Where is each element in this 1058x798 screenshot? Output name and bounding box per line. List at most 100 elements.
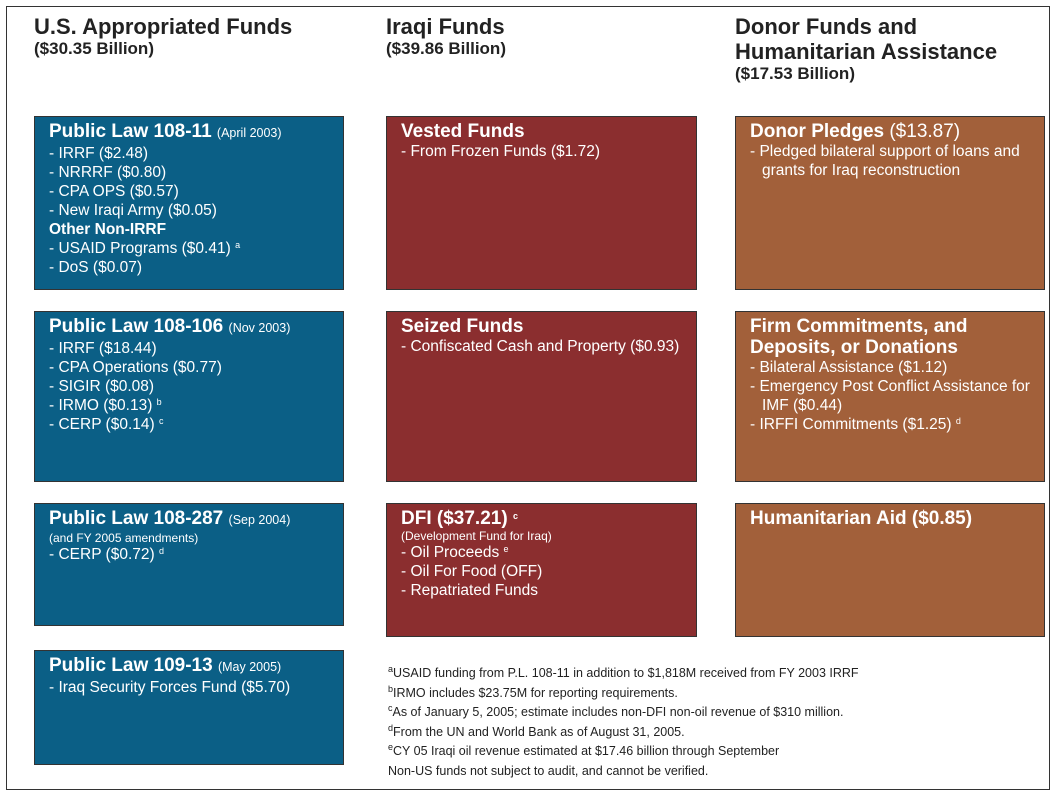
box-title-text: Public Law 108-106: [49, 316, 224, 337]
footnote-ref: c: [512, 511, 518, 521]
column-header: U.S. Appropriated Funds ($30.35 Billion): [34, 14, 374, 59]
footnote-ref: b: [156, 397, 162, 407]
line-text: - IRMO ($0.13): [49, 397, 153, 414]
footnote-ref: d: [158, 546, 164, 556]
fund-box: Vested Funds - From Frozen Funds ($1.72): [386, 116, 697, 290]
line-heading: Other Non-IRRF: [49, 221, 167, 238]
column-title: Donor Funds and Humanitarian Assistance: [735, 14, 998, 64]
line-item: - Pledged bilateral support of loans and…: [750, 142, 1032, 180]
box-title-text: Seized Funds: [401, 316, 524, 337]
line-item: - NRRRF ($0.80): [49, 163, 331, 182]
line-text: - New Iraqi Army ($0.05): [49, 202, 217, 219]
line-item: - Iraq Security Forces Fund ($5.70): [49, 678, 331, 697]
fund-box: Donor Pledges ($13.87) - Pledged bilatera…: [735, 116, 1045, 290]
fund-box: Public Law 108-11 (April 2003) - IRRF ($2…: [34, 116, 344, 290]
line-text: - USAID Programs ($0.41): [49, 240, 231, 257]
fund-box: Public Law 109-13 (May 2005) - Iraq Secur…: [34, 650, 344, 765]
line-text: - IRFFI Commitments ($1.25): [750, 416, 952, 433]
fund-box: DFI ($37.21) c (Development Fund for Iraq…: [386, 503, 697, 637]
line-text: - DoS ($0.07): [49, 259, 143, 276]
column-title: U.S. Appropriated Funds: [34, 14, 293, 39]
footnote-mark: c: [388, 703, 393, 713]
frame: [6, 6, 1050, 790]
footnote-text: CY 05 Iraqi oil revenue estimated at $17…: [393, 744, 780, 758]
box-title-text: Public Law 108-11: [49, 121, 212, 142]
line-item: - CERP ($0.72) d: [49, 545, 331, 564]
footnote-ref: e: [503, 544, 509, 554]
line-item: - CERP ($0.14) c: [49, 415, 331, 434]
column-subtitle: ($17.53 Billion): [735, 64, 855, 83]
line-text: - NRRRF ($0.80): [49, 164, 167, 181]
line-item: - CPA Operations ($0.77): [49, 358, 331, 377]
footnote-ref: d: [955, 416, 961, 426]
footnote: Non-US funds not subject to audit, and c…: [388, 762, 859, 782]
box-title: Public Law 108-11 (April 2003): [49, 121, 331, 144]
line-item: - USAID Programs ($0.41) a: [49, 239, 331, 258]
line-text: - CERP ($0.14): [49, 416, 155, 433]
box-title-text: Firm Commitments, and Deposits, or Donat…: [750, 316, 968, 358]
box-title-text: Humanitarian Aid ($0.85): [750, 508, 973, 529]
line-text: - Iraq Security Forces Fund ($5.70): [49, 679, 291, 696]
line-item: - Oil Proceeds e: [401, 543, 684, 562]
line-item: - SIGIR ($0.08): [49, 377, 331, 396]
footnote-mark: a: [388, 664, 394, 674]
line-item: - Oil For Food (OFF): [401, 562, 684, 581]
line-item: - Confiscated Cash and Property ($0.93): [401, 337, 684, 356]
box-title: Humanitarian Aid ($0.85): [750, 508, 1032, 529]
line-text: - Bilateral Assistance ($1.12): [750, 359, 948, 376]
column-subtitle: ($39.86 Billion): [386, 39, 506, 58]
line-text: - Oil For Food (OFF): [401, 563, 543, 580]
line-item: - IRRF ($2.48): [49, 144, 331, 163]
line-text: - Repatriated Funds: [401, 582, 538, 599]
box-title: Public Law 108-287 (Sep 2004): [49, 508, 331, 531]
footnote-text: IRMO includes $23.75M for reporting requ…: [393, 685, 678, 700]
line-item: - New Iraqi Army ($0.05): [49, 201, 331, 220]
footnote-ref: a: [235, 240, 241, 250]
box-title-text: DFI ($37.21): [401, 508, 508, 529]
footnote-text: Non-US funds not subject to audit, and c…: [388, 763, 709, 778]
footnote-ref: c: [158, 416, 164, 426]
line-text: - IRRF ($18.44): [49, 340, 157, 357]
line-text: - Pledged bilateral support of loans and…: [750, 143, 1020, 179]
line-item: - Repatriated Funds: [401, 581, 684, 600]
box-subnote: (Development Fund for Iraq): [401, 529, 552, 543]
box-title: Public Law 109-13 (May 2005): [49, 655, 331, 678]
line-item: - From Frozen Funds ($1.72): [401, 142, 684, 161]
box-note: (Nov 2003): [228, 321, 291, 335]
box-title-text: Donor Pledges: [750, 121, 885, 142]
footnote-mark: d: [388, 722, 394, 733]
box-title: Firm Commitments, and Deposits, or Donat…: [750, 316, 1032, 358]
box-note: (Sep 2004): [228, 513, 291, 527]
line-text: - Emergency Post Conflict Assistance for…: [750, 378, 1030, 414]
box-title: Donor Pledges ($13.87): [750, 121, 1032, 142]
footnote: aUSAID funding from P.L. 108-11 in addit…: [388, 664, 859, 684]
footnote-mark: e: [388, 742, 394, 752]
line-item: - Emergency Post Conflict Assistance for…: [750, 377, 1032, 415]
footnote-text: USAID funding from P.L. 108-11 in additi…: [393, 666, 859, 680]
box-title: Public Law 108-106 (Nov 2003): [49, 316, 331, 339]
footnotes: aUSAID funding from P.L. 108-11 in addit…: [388, 664, 859, 781]
line-text: - From Frozen Funds ($1.72): [401, 143, 600, 160]
box-note: (April 2003): [216, 126, 282, 140]
line-item: - CPA OPS ($0.57): [49, 182, 331, 201]
footnote: eCY 05 Iraqi oil revenue estimated at $1…: [388, 742, 859, 762]
column-title: Iraqi Funds: [386, 14, 505, 39]
line-text: - CPA OPS ($0.57): [49, 183, 179, 200]
line-item: - IRMO ($0.13) b: [49, 396, 331, 415]
box-amount: ($13.87): [889, 121, 961, 142]
fund-box: Public Law 108-106 (Nov 2003) - IRRF ($18…: [34, 311, 344, 482]
box-title: DFI ($37.21) c: [401, 508, 684, 529]
line-item: - IRFFI Commitments ($1.25) d: [750, 415, 1032, 434]
box-subnote: (and FY 2005 amendments): [49, 531, 199, 545]
box-title-text: Public Law 108-287: [49, 508, 224, 529]
line-text: - IRRF ($2.48): [49, 145, 149, 162]
footnote-text: From the UN and World Bank as of August …: [393, 724, 685, 739]
line-item: - Bilateral Assistance ($1.12): [750, 358, 1032, 377]
footnote: bIRMO includes $23.75M for reporting req…: [388, 684, 859, 704]
fund-box: Seized Funds - Confiscated Cash and Prope…: [386, 311, 697, 482]
line-item: - DoS ($0.07): [49, 258, 331, 277]
line-text: - CERP ($0.72): [49, 546, 155, 563]
column-header: Iraqi Funds ($39.86 Billion): [386, 14, 716, 59]
box-note: (May 2005): [217, 660, 282, 674]
line-item: - IRRF ($18.44): [49, 339, 331, 358]
